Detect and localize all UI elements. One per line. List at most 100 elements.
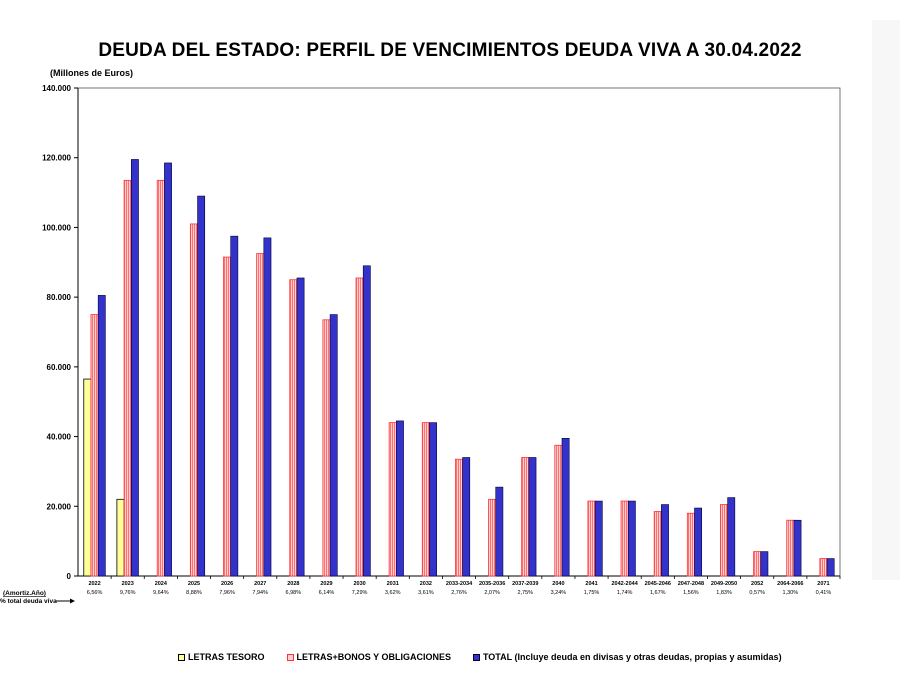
x-tick-label: 2042-2044 [611, 581, 638, 587]
x-tick-label: 2031 [387, 581, 399, 587]
pct-total-label: 1,75% [584, 590, 600, 596]
x-tick-label: 2052 [751, 581, 763, 587]
bar-bonos [521, 457, 530, 577]
x-tick-label: 2025 [188, 581, 200, 587]
x-tick-label: 2028 [287, 581, 299, 587]
y-tick-label: 100.000 [42, 223, 71, 232]
bar-bonos [653, 511, 662, 577]
bar-bonos [488, 498, 497, 577]
y-tick-label: 120.000 [42, 154, 71, 163]
pct-total-label: 0,57% [749, 590, 765, 596]
pct-total-label: 7,94% [252, 590, 268, 596]
bar-total [130, 159, 139, 577]
pct-total-label: 1,74% [617, 590, 633, 596]
bar-bonos [587, 500, 596, 577]
y-tick-label: 0 [67, 572, 72, 581]
bar-bonos [256, 253, 265, 577]
bar-total [263, 237, 272, 577]
x-tick-label: 2037-2039 [512, 581, 538, 587]
x-tick-label: 2030 [353, 581, 365, 587]
pct-total-label: 1,67% [650, 590, 666, 596]
legend-swatch-bonos [286, 653, 294, 661]
y-tick-label: 20.000 [47, 502, 72, 511]
bar-bonos [720, 504, 729, 577]
y-tick-label: 60.000 [47, 363, 72, 372]
background-remnant [872, 20, 900, 580]
bar-total [661, 504, 669, 577]
pct-row-label: % total deuda viva [0, 598, 57, 605]
bar-total [694, 507, 703, 577]
pct-total-label: 9,76% [120, 590, 136, 596]
pct-total-label: 1,56% [683, 590, 699, 596]
bar-total [528, 457, 537, 577]
bar-bonos [156, 179, 165, 577]
pct-total-label: 2,76% [451, 590, 467, 596]
y-tick-label: 140.000 [42, 84, 71, 93]
pct-total-label: 3,24% [551, 590, 567, 596]
bar-total [727, 497, 736, 577]
x-tick-label: 2045-2046 [645, 581, 671, 587]
bar-total [197, 195, 206, 577]
pct-total-label: 6,14% [319, 590, 335, 596]
bars [83, 159, 835, 577]
pct-total-label: 6,56% [87, 590, 103, 596]
pct-total-label: 3,62% [385, 590, 401, 596]
bar-bonos [753, 551, 762, 577]
bar-total [329, 314, 338, 577]
pct-total-label: 7,96% [219, 590, 235, 596]
y-axis-unit-label: (Millones de Euros) [50, 68, 134, 78]
x-tick-label: 2040 [552, 581, 564, 587]
x-tick-label: 2022 [88, 581, 100, 587]
bar-total [495, 486, 504, 577]
axis-labels: 0 20.000 40.000 60.000 80.000 100.000 120.000 1… [0, 84, 831, 605]
bar-bonos [686, 512, 695, 577]
bar-total [362, 265, 371, 577]
bar-bonos [123, 179, 132, 577]
bar-total [561, 438, 570, 577]
bar-total [97, 295, 106, 577]
bar-bonos [620, 500, 629, 577]
legend-item-letras: LETRAS TESORO [178, 652, 265, 662]
x-tick-label: 2024 [155, 581, 168, 587]
pct-total-label: 6,98% [286, 590, 302, 596]
row-arrow-head [70, 598, 75, 604]
bar-total [230, 235, 239, 577]
pct-total-label: 7,29% [352, 590, 368, 596]
bar-total [296, 277, 305, 577]
pct-total-label: 0,41% [816, 590, 832, 596]
x-tick-label: 2027 [254, 581, 266, 587]
pct-total-label: 1,83% [716, 590, 732, 596]
bar-bonos [786, 519, 795, 577]
legend-label-bonos: LETRAS+BONOS Y OBLIGACIONES [296, 652, 451, 662]
x-tick-label: 2032 [420, 581, 432, 587]
pct-total-label: 2,75% [517, 590, 533, 596]
x-tick-label: 2035-2036 [479, 581, 505, 587]
bar-letras [116, 498, 125, 577]
bar-bonos [90, 314, 99, 577]
legend-label-letras: LETRAS TESORO [188, 652, 265, 662]
bar-bonos [388, 422, 397, 577]
legend-swatch-letras [178, 653, 185, 661]
bar-total [462, 457, 471, 577]
x-tick-label: 2064-2066 [777, 581, 803, 587]
y-tick-label: 40.000 [47, 433, 72, 442]
legend-item-total: TOTAL (Incluye deuda en divisas y otras … [472, 652, 782, 662]
legend-swatch-total [472, 653, 480, 661]
pct-total-label: 3,61% [418, 590, 434, 596]
x-tick-label: 2071 [817, 581, 829, 587]
bar-bonos [421, 422, 430, 577]
x-tick-label: 2047-2048 [678, 581, 704, 587]
y-tick-label: 80.000 [47, 293, 72, 302]
x-tick-label: 2033-2034 [446, 581, 473, 587]
bar-total [627, 500, 636, 577]
pct-total-label: 2,07% [484, 590, 500, 596]
legend: LETRAS TESORO LETRAS+BONOS Y OBLIGACIONE… [178, 652, 782, 662]
pct-total-label: 8,88% [186, 590, 202, 596]
bar-bonos [189, 223, 198, 577]
x-tick-label: 2023 [122, 581, 134, 587]
x-tick-label: 2026 [221, 581, 233, 587]
amortiz-row-label: (Amortiz.Año) [3, 590, 46, 597]
chart-title: DEUDA DEL ESTADO: PERFIL DE VENCIMIENTOS… [98, 40, 802, 61]
bar-letras [83, 378, 92, 577]
bar-bonos [554, 444, 563, 577]
